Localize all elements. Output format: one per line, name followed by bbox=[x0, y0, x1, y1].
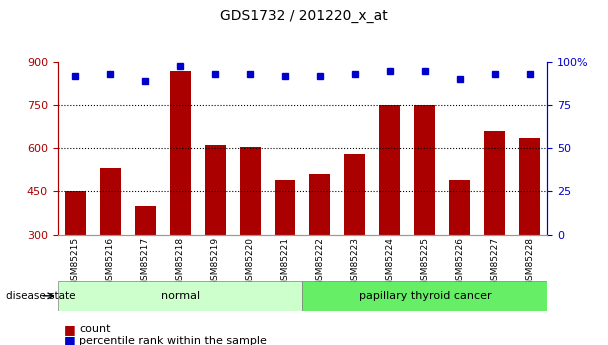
Bar bbox=[303, 281, 547, 310]
Text: normal: normal bbox=[161, 291, 199, 301]
Text: GSM85228: GSM85228 bbox=[525, 237, 534, 286]
Bar bbox=[309, 174, 331, 235]
Bar bbox=[449, 180, 471, 235]
Bar bbox=[519, 138, 540, 235]
Bar bbox=[414, 105, 435, 235]
Text: GSM85224: GSM85224 bbox=[385, 237, 395, 286]
Text: GSM85219: GSM85219 bbox=[210, 237, 219, 286]
Bar bbox=[64, 191, 86, 235]
Text: GSM85220: GSM85220 bbox=[246, 237, 255, 286]
Bar bbox=[170, 71, 191, 235]
Text: percentile rank within the sample: percentile rank within the sample bbox=[79, 336, 267, 345]
Text: GSM85221: GSM85221 bbox=[280, 237, 289, 286]
Text: GSM85215: GSM85215 bbox=[71, 237, 80, 286]
Text: GSM85223: GSM85223 bbox=[350, 237, 359, 286]
Text: GSM85216: GSM85216 bbox=[106, 237, 115, 286]
Bar bbox=[379, 105, 400, 235]
Text: GSM85225: GSM85225 bbox=[420, 237, 429, 286]
Bar bbox=[58, 281, 303, 310]
Text: ■: ■ bbox=[64, 323, 75, 336]
Text: GSM85226: GSM85226 bbox=[455, 237, 465, 286]
Bar bbox=[484, 131, 505, 235]
Text: GSM85218: GSM85218 bbox=[176, 237, 185, 286]
Text: count: count bbox=[79, 325, 111, 334]
Bar bbox=[274, 180, 295, 235]
Text: GSM85222: GSM85222 bbox=[316, 237, 325, 286]
Text: ■: ■ bbox=[64, 334, 75, 345]
Text: GSM85217: GSM85217 bbox=[140, 237, 150, 286]
Bar bbox=[100, 168, 120, 235]
Text: GDS1732 / 201220_x_at: GDS1732 / 201220_x_at bbox=[220, 9, 388, 23]
Text: papillary thyroid cancer: papillary thyroid cancer bbox=[359, 291, 491, 301]
Bar bbox=[344, 154, 365, 235]
Bar bbox=[204, 146, 226, 235]
Text: GSM85227: GSM85227 bbox=[490, 237, 499, 286]
Bar bbox=[134, 206, 156, 235]
Text: disease state: disease state bbox=[6, 291, 75, 301]
Bar bbox=[240, 147, 260, 235]
